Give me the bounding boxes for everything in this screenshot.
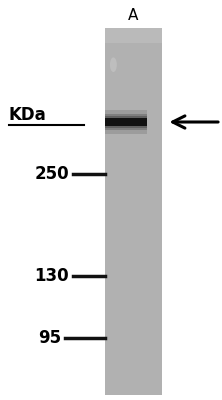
Bar xyxy=(105,116,147,128)
Text: A: A xyxy=(128,8,139,23)
Bar xyxy=(105,118,147,126)
Text: KDa: KDa xyxy=(9,106,47,124)
Bar xyxy=(105,28,162,43)
Ellipse shape xyxy=(110,57,117,72)
Bar xyxy=(105,114,147,130)
Bar xyxy=(105,28,162,395)
Text: 95: 95 xyxy=(38,329,61,347)
Text: 250: 250 xyxy=(34,165,69,183)
Text: 130: 130 xyxy=(34,267,69,285)
Bar xyxy=(105,110,147,134)
